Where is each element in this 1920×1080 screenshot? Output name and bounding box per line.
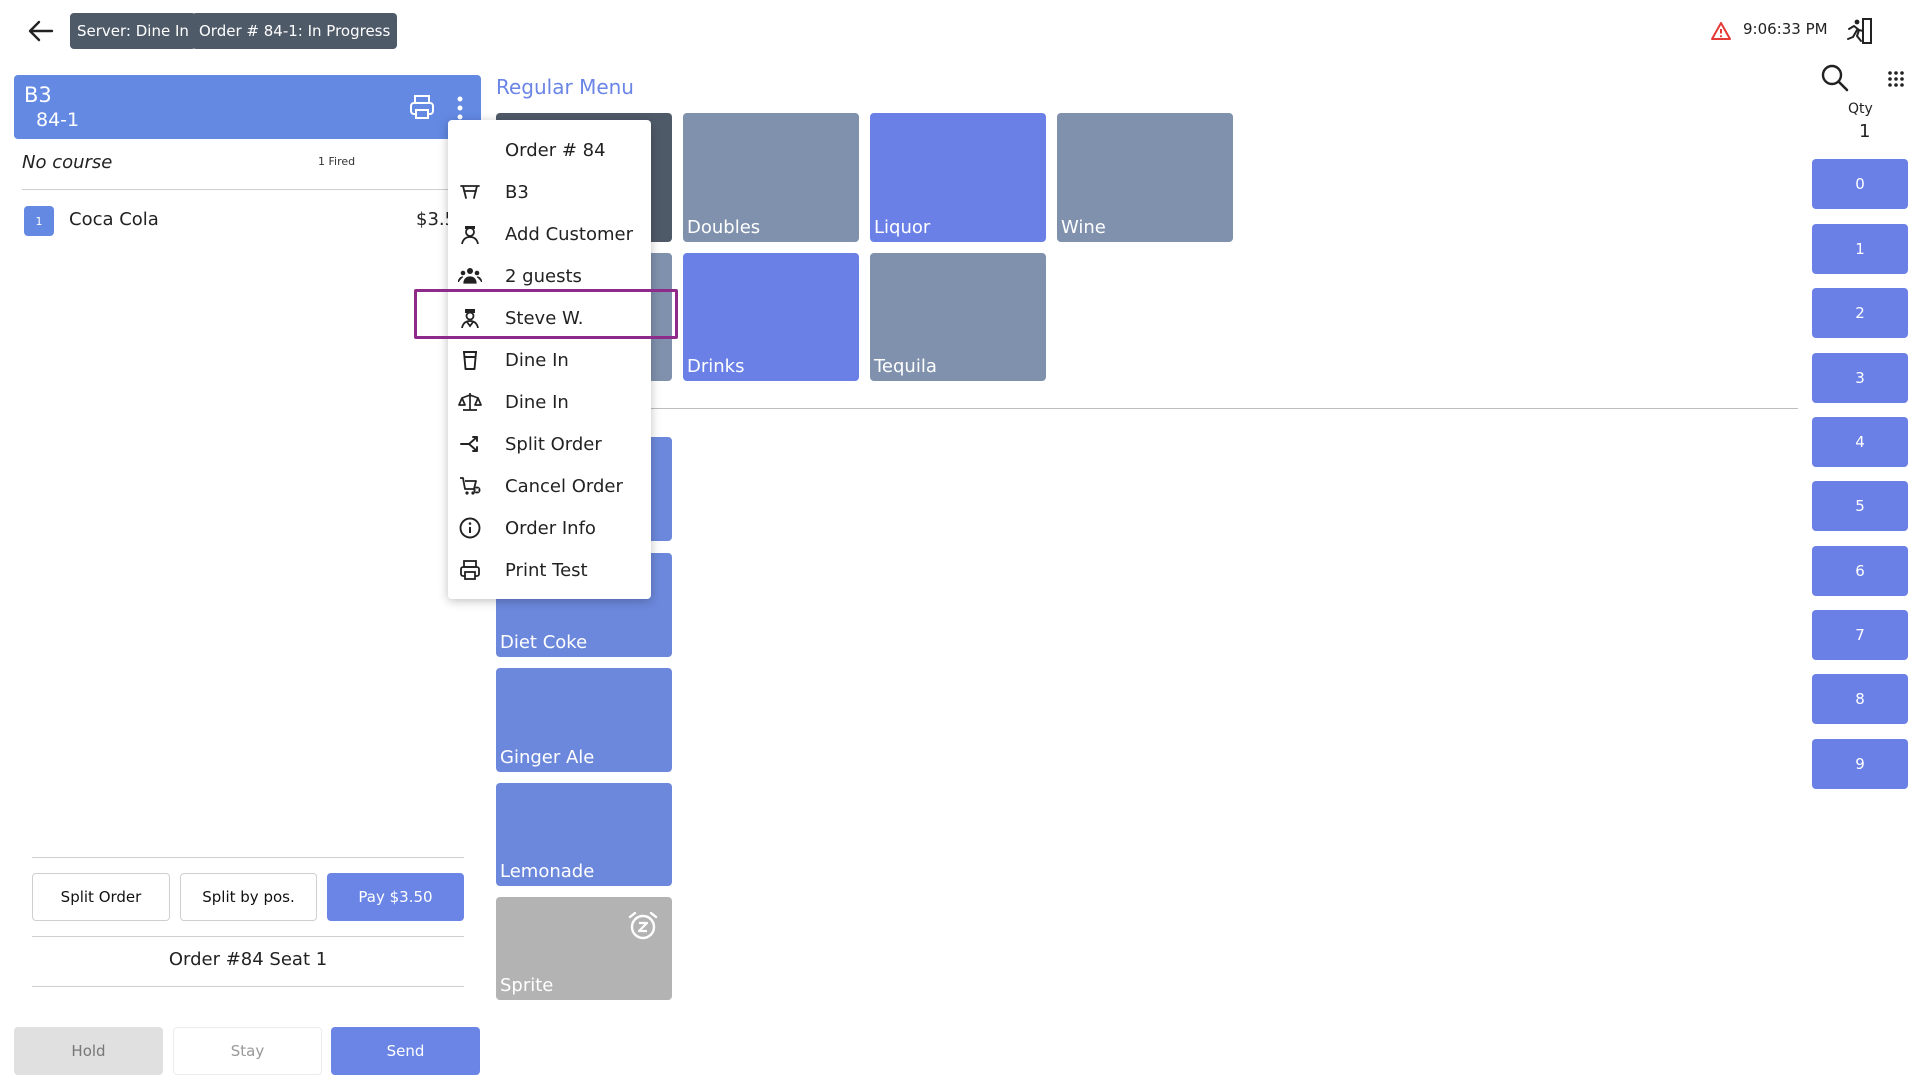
order-status-chip[interactable]: Order # 84-1: In Progress bbox=[192, 13, 398, 49]
menu-item-label: Split Order bbox=[505, 433, 602, 455]
menu-item-label: Print Test bbox=[505, 559, 588, 581]
printer-icon[interactable] bbox=[408, 93, 436, 121]
exit-icon[interactable] bbox=[1844, 16, 1874, 46]
tile-label: Liquor bbox=[874, 217, 931, 238]
tile-label: Tequila bbox=[874, 356, 937, 377]
numpad-key-1[interactable]: 1 bbox=[1812, 224, 1908, 274]
item-tile[interactable]: Ginger Ale bbox=[496, 668, 672, 772]
divider bbox=[32, 986, 464, 987]
more-vert-icon[interactable] bbox=[456, 95, 464, 121]
split-icon bbox=[460, 436, 478, 452]
menu-item-label: Dine In bbox=[505, 349, 569, 371]
warning-icon[interactable] bbox=[1710, 21, 1732, 41]
qty-value: 1 bbox=[1859, 121, 1871, 142]
numpad-key-6[interactable]: 6 bbox=[1812, 546, 1908, 596]
menu-item-dine-in-scale[interactable]: Dine In bbox=[448, 381, 651, 423]
menu-item-cancel-order[interactable]: Cancel Order bbox=[448, 465, 651, 507]
numpad-key-8[interactable]: 8 bbox=[1812, 674, 1908, 724]
course-label: No course bbox=[22, 152, 113, 173]
send-button[interactable]: Send bbox=[331, 1027, 480, 1075]
back-button[interactable] bbox=[18, 12, 64, 50]
menu-item-label: Order Info bbox=[505, 517, 596, 539]
ticket-table: B3 bbox=[24, 83, 52, 107]
menu-item-label: Order # 84 bbox=[505, 139, 606, 161]
menu-item-label: Add Customer bbox=[505, 223, 634, 245]
menu-item-order-info[interactable]: Order Info bbox=[448, 507, 651, 549]
menu-item-label: Steve W. bbox=[505, 307, 584, 329]
snooze-icon bbox=[628, 911, 658, 940]
menu-item-order-number[interactable]: Order # 84 bbox=[448, 129, 651, 171]
numpad-key-2[interactable]: 2 bbox=[1812, 288, 1908, 338]
pay-button[interactable]: Pay $3.50 bbox=[327, 873, 464, 921]
keypad-icon[interactable] bbox=[1887, 70, 1905, 88]
tile-label: Drinks bbox=[687, 356, 745, 377]
category-tile[interactable]: Tequila bbox=[870, 253, 1046, 381]
menu-item-label: Cancel Order bbox=[505, 475, 623, 497]
qty-label: Qty bbox=[1848, 101, 1873, 117]
divider bbox=[32, 936, 464, 937]
fired-count: 1 Fired bbox=[318, 155, 356, 168]
menu-item-add-customer[interactable]: Add Customer bbox=[448, 213, 651, 255]
menu-item-server[interactable]: Steve W. bbox=[448, 297, 651, 339]
tile-label: Sprite bbox=[500, 975, 554, 996]
server-chip[interactable]: Server: Dine In bbox=[70, 13, 196, 49]
category-tile[interactable]: Doubles bbox=[683, 113, 859, 242]
numpad-key-7[interactable]: 7 bbox=[1812, 610, 1908, 660]
cart-cancel-icon bbox=[460, 477, 481, 495]
split-order-button[interactable]: Split Order bbox=[32, 873, 170, 921]
menu-divider bbox=[496, 408, 1798, 409]
tile-label: Doubles bbox=[687, 217, 761, 238]
menu-item-label: B3 bbox=[505, 181, 529, 203]
tile-label: Wine bbox=[1061, 217, 1106, 238]
tile-label: Lemonade bbox=[500, 861, 595, 882]
item-name[interactable]: Coca Cola bbox=[69, 209, 159, 230]
divider bbox=[32, 857, 464, 858]
numpad-key-5[interactable]: 5 bbox=[1812, 481, 1908, 531]
scale-icon bbox=[458, 393, 482, 411]
menu-item-guests[interactable]: 2 guests bbox=[448, 255, 651, 297]
info-icon bbox=[459, 517, 481, 539]
server-icon bbox=[461, 309, 479, 329]
printer-icon bbox=[460, 560, 480, 580]
hold-button[interactable]: Hold bbox=[14, 1027, 163, 1075]
menu-item-table[interactable]: B3 bbox=[448, 171, 651, 213]
category-tile[interactable]: Wine bbox=[1057, 113, 1233, 242]
numpad-key-0[interactable]: 0 bbox=[1812, 159, 1908, 209]
arrow-left-icon bbox=[28, 20, 54, 42]
search-icon[interactable] bbox=[1820, 63, 1850, 93]
menu-title[interactable]: Regular Menu bbox=[496, 75, 634, 99]
ticket-header[interactable]: B3 84-1 bbox=[14, 75, 481, 139]
cup-icon bbox=[463, 351, 477, 370]
numpad-key-9[interactable]: 9 bbox=[1812, 739, 1908, 789]
item-tile[interactable]: Lemonade bbox=[496, 783, 672, 886]
customer-icon bbox=[461, 226, 479, 245]
numpad-key-4[interactable]: 4 bbox=[1812, 417, 1908, 467]
guests-icon bbox=[458, 268, 482, 284]
category-tile[interactable]: Liquor bbox=[870, 113, 1046, 242]
ticket-number: 84-1 bbox=[36, 109, 80, 131]
numpad-key-3[interactable]: 3 bbox=[1812, 353, 1908, 403]
item-qty-badge[interactable]: 1 bbox=[24, 206, 54, 236]
selection-highlight bbox=[414, 289, 678, 339]
tile-label: Ginger Ale bbox=[500, 747, 595, 768]
stay-button[interactable]: Stay bbox=[173, 1027, 322, 1075]
order-seat-label: Order #84 Seat 1 bbox=[168, 949, 328, 970]
item-tile[interactable]: Sprite bbox=[496, 897, 672, 1000]
menu-item-label: 2 guests bbox=[505, 265, 582, 287]
divider bbox=[22, 189, 462, 190]
order-options-menu: Order # 84 B3 Add Customer 2 guests Stev… bbox=[448, 120, 651, 599]
menu-item-split-order[interactable]: Split Order bbox=[448, 423, 651, 465]
split-by-pos-button[interactable]: Split by pos. bbox=[180, 873, 317, 921]
menu-item-dine-in[interactable]: Dine In bbox=[448, 339, 651, 381]
menu-item-print-test[interactable]: Print Test bbox=[448, 549, 651, 591]
clock-time: 9:06:33 PM bbox=[1743, 20, 1828, 38]
menu-item-label: Dine In bbox=[505, 391, 569, 413]
table-icon bbox=[460, 185, 480, 199]
tile-label: Diet Coke bbox=[500, 632, 588, 653]
category-tile[interactable]: Drinks bbox=[683, 253, 859, 381]
